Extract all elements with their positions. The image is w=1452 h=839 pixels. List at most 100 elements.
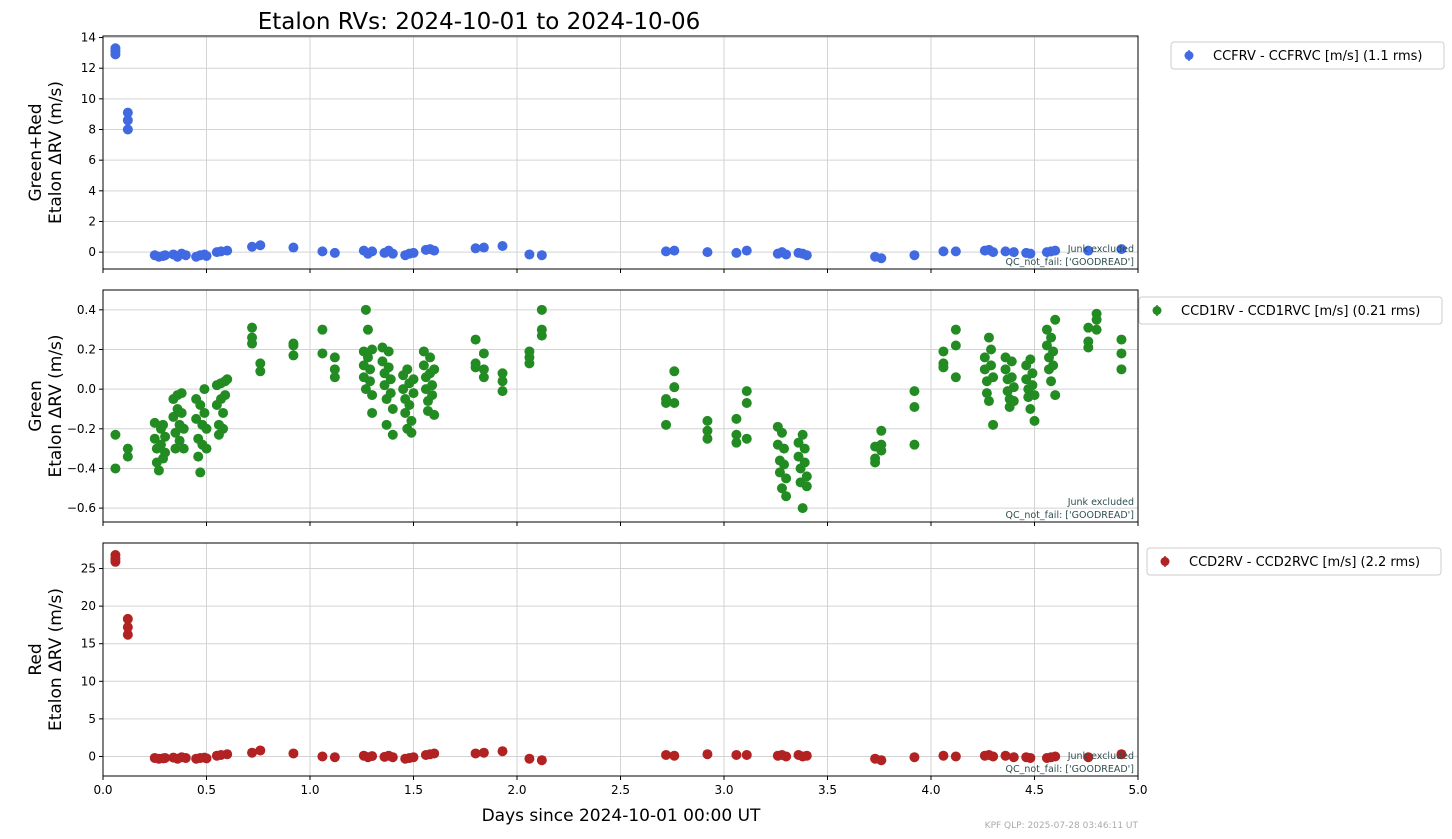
- data-point: [781, 751, 792, 762]
- data-point: [876, 445, 887, 456]
- legend-label: CCFRV - CCFRVC [m/s] (1.1 rms): [1213, 49, 1422, 64]
- y-tick-label: 8: [88, 123, 96, 137]
- data-point: [1050, 245, 1061, 256]
- data-point: [1008, 382, 1019, 393]
- data-point: [478, 372, 489, 383]
- data-point: [1083, 245, 1094, 256]
- data-point: [478, 242, 489, 253]
- data-point: [329, 364, 340, 375]
- qc-annotation-line: QC_not_fail: ['GOODREAD']: [1005, 764, 1134, 775]
- data-point: [429, 245, 440, 256]
- data-point: [661, 246, 672, 257]
- data-point: [801, 481, 812, 492]
- data-point: [524, 249, 535, 260]
- data-point: [536, 304, 547, 315]
- data-point: [429, 748, 440, 759]
- data-point: [1048, 360, 1059, 371]
- y-axis-label-line: Etalon ΔRV (m/s): [46, 81, 66, 224]
- y-axis-label: Green+RedEtalon ΔRV (m/s): [26, 81, 66, 224]
- qc-annotation-line: QC_not_fail: ['GOODREAD']: [1005, 510, 1134, 521]
- data-point: [1006, 356, 1017, 367]
- axes-frame: [102, 35, 1139, 270]
- data-point: [387, 248, 398, 259]
- data-point: [365, 376, 376, 387]
- data-point: [799, 457, 810, 468]
- data-point: [497, 241, 508, 252]
- data-point: [427, 380, 438, 391]
- data-point: [909, 401, 920, 412]
- data-point: [427, 390, 438, 401]
- data-point: [741, 245, 752, 256]
- data-point: [360, 384, 371, 395]
- data-point: [255, 366, 266, 377]
- axes-frame: [102, 289, 1139, 523]
- qc-annotation: Junk excluded QC_not_fail: ['GOODREAD']: [1005, 244, 1134, 268]
- x-tick-label: 2.0: [507, 783, 526, 797]
- legend-box: [1138, 296, 1443, 325]
- qc-annotation-line: QC_not_fail: ['GOODREAD']: [1005, 257, 1134, 268]
- data-point: [470, 748, 481, 759]
- data-point: [429, 409, 440, 420]
- data-points: [110, 550, 1127, 766]
- data-point: [781, 491, 792, 502]
- data-point: [470, 243, 481, 254]
- data-point: [385, 374, 396, 385]
- data-point: [122, 629, 133, 640]
- data-point: [776, 427, 787, 438]
- y-tick-label: 2: [88, 214, 96, 228]
- data-point: [317, 324, 328, 335]
- data-point: [218, 423, 229, 434]
- data-point: [176, 407, 187, 418]
- data-point: [174, 435, 185, 446]
- data-point: [317, 751, 328, 762]
- data-point: [122, 115, 133, 126]
- data-point: [536, 330, 547, 341]
- data-point: [731, 749, 742, 760]
- data-point: [158, 419, 169, 430]
- data-point: [149, 433, 160, 444]
- data-point: [329, 752, 340, 763]
- x-tick-label: 5.0: [1128, 783, 1147, 797]
- data-point: [1050, 751, 1061, 762]
- x-tick-label: 4.0: [921, 783, 940, 797]
- qc-annotation-line: Junk excluded: [1067, 244, 1134, 255]
- data-point: [429, 364, 440, 375]
- data-point: [408, 388, 419, 399]
- data-point: [781, 249, 792, 260]
- data-point: [255, 358, 266, 369]
- legend-box: [1146, 547, 1442, 576]
- data-point: [176, 388, 187, 399]
- data-point: [1083, 322, 1094, 333]
- data-point: [731, 413, 742, 424]
- y-tick-label: 10: [81, 92, 96, 106]
- data-point: [288, 340, 299, 351]
- data-point: [986, 360, 997, 371]
- legend-marker: [1160, 557, 1170, 566]
- data-point: [160, 752, 171, 763]
- data-point: [669, 366, 680, 377]
- data-point: [406, 415, 417, 426]
- data-point: [702, 749, 713, 760]
- data-point: [387, 403, 398, 414]
- data-point: [255, 745, 266, 756]
- figure-title: Etalon RVs: 2024-10-01 to 2024-10-06: [258, 9, 701, 35]
- y-axis-label-line: Etalon ΔRV (m/s): [46, 334, 66, 477]
- data-point: [661, 419, 672, 430]
- data-point: [741, 386, 752, 397]
- data-point: [122, 124, 133, 135]
- qc-annotation: Junk excluded QC_not_fail: ['GOODREAD']: [1005, 497, 1134, 521]
- y-tick-label: −0.4: [67, 461, 96, 475]
- data-point: [1083, 342, 1094, 353]
- data-point: [418, 346, 429, 357]
- data-point: [199, 407, 210, 418]
- x-tick-label: 1.5: [404, 783, 423, 797]
- data-point: [1116, 364, 1127, 375]
- qc-annotation-line: Junk excluded: [1067, 751, 1134, 762]
- data-point: [329, 352, 340, 363]
- data-point: [774, 467, 785, 478]
- x-tick-label: 1.0: [300, 783, 319, 797]
- legend: CCD1RV - CCD1RVC [m/s] (0.21 rms): [1138, 296, 1443, 325]
- data-point: [418, 360, 429, 371]
- data-point: [398, 384, 409, 395]
- data-point: [470, 362, 481, 373]
